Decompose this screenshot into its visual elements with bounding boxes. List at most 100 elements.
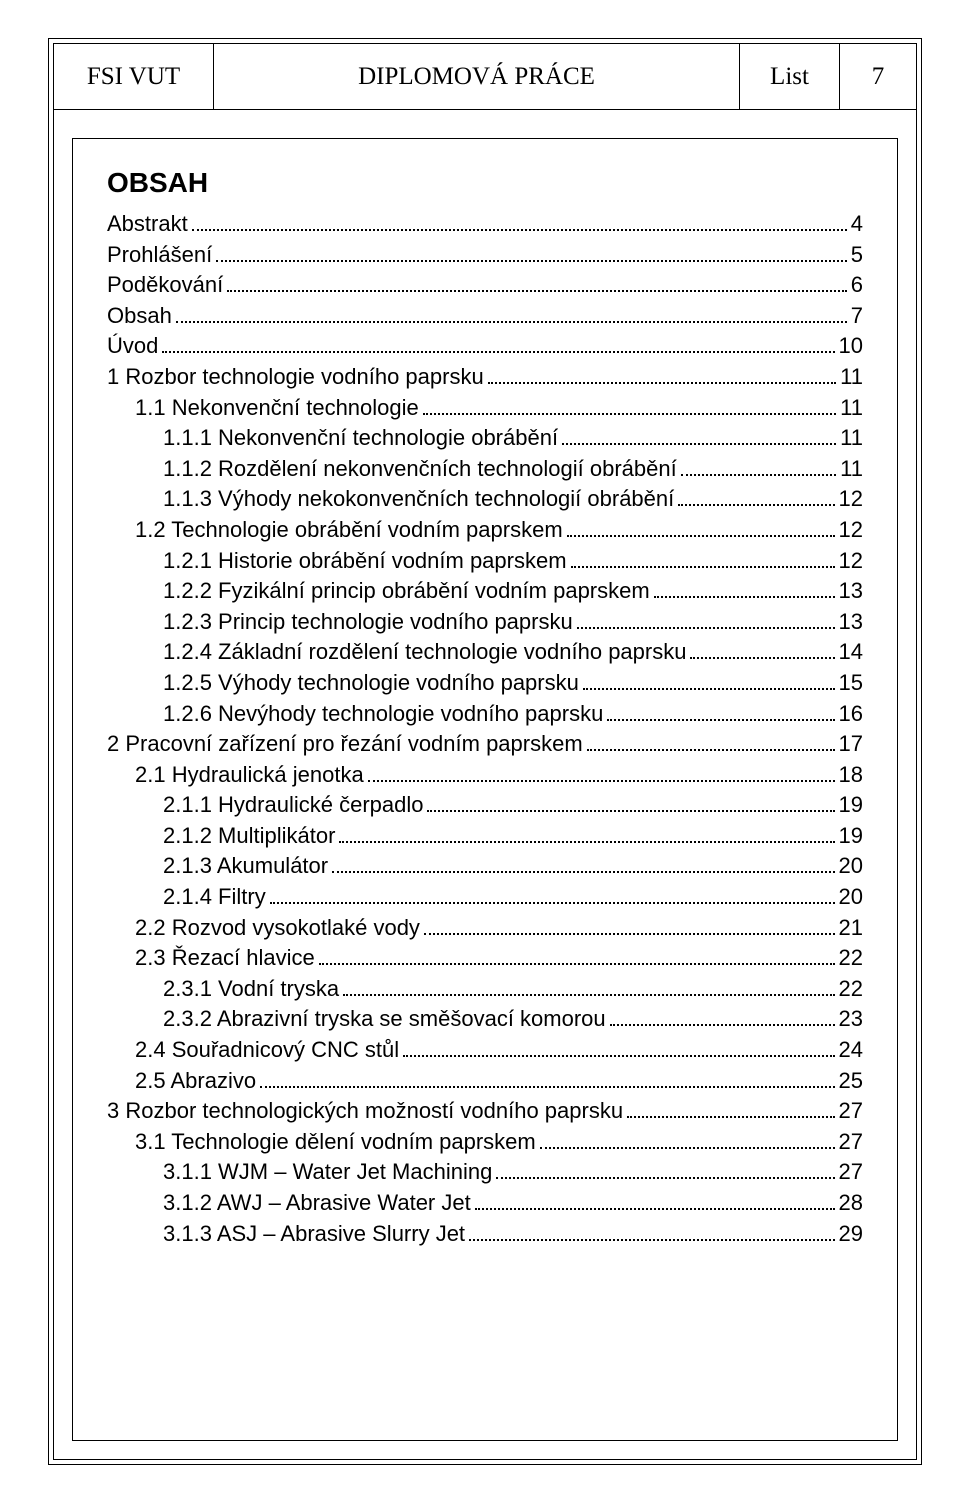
toc-entry-page: 5 <box>851 244 863 266</box>
toc-row: 1.1.2 Rozdělení nekonvenčních technologi… <box>107 458 863 480</box>
toc-row: 1.2.3 Princip technologie vodního paprsk… <box>107 611 863 633</box>
toc-entry-label: 1.1.2 Rozdělení nekonvenčních technologi… <box>163 458 677 480</box>
toc-dot-leader <box>607 719 834 721</box>
toc-entry-label: 3.1.2 AWJ – Abrasive Water Jet <box>163 1192 471 1214</box>
toc-entry-page: 10 <box>839 335 863 357</box>
toc-entry-page: 28 <box>839 1192 863 1214</box>
toc-row: 2.3.2 Abrazivní tryska se směšovací komo… <box>107 1008 863 1030</box>
toc-row: 3.1 Technologie dělení vodním paprskem 27 <box>107 1131 863 1153</box>
toc-entry-page: 19 <box>839 794 863 816</box>
toc-dot-leader <box>654 596 835 598</box>
toc-row: 1.1 Nekonvenční technologie11 <box>107 397 863 419</box>
toc-entry-page: 6 <box>851 274 863 296</box>
toc-dot-leader <box>423 413 836 415</box>
header-institution: FSI VUT <box>54 44 214 109</box>
toc-entry-label: 2.3.1 Vodní tryska <box>163 978 339 1000</box>
header-content-gap <box>54 110 916 138</box>
toc-dot-leader <box>332 871 834 873</box>
toc-entry-page: 22 <box>839 947 863 969</box>
toc-entry-page: 11 <box>840 458 863 480</box>
toc-dot-leader <box>162 351 834 353</box>
toc-entry-label: 3.1 Technologie dělení vodním paprskem <box>135 1131 536 1153</box>
toc-dot-leader <box>681 474 836 476</box>
toc-entry-page: 12 <box>839 488 863 510</box>
toc-entry-label: 2.1 Hydraulická jenotka <box>135 764 364 786</box>
toc-entry-page: 27 <box>839 1100 863 1122</box>
toc-entry-page: 13 <box>839 611 863 633</box>
toc-entry-page: 13 <box>839 580 863 602</box>
toc-row: 2.1.2 Multiplikátor19 <box>107 825 863 847</box>
toc-dot-leader <box>475 1208 835 1210</box>
toc-entry-label: 1.2.6 Nevýhody technologie vodního paprs… <box>163 703 603 725</box>
toc-row: Abstrakt4 <box>107 213 863 235</box>
toc-entry-label: 2.2 Rozvod vysokotlaké vody <box>135 917 420 939</box>
toc-row: 2.1 Hydraulická jenotka 18 <box>107 764 863 786</box>
toc-row: 3.1.1 WJM – Water Jet Machining 27 <box>107 1161 863 1183</box>
content-box: OBSAH Abstrakt4Prohlášení5Poděkování6Obs… <box>72 138 898 1441</box>
toc-row: 3 Rozbor technologických možností vodníh… <box>107 1100 863 1122</box>
toc-entry-page: 15 <box>839 672 863 694</box>
toc-entry-label: Úvod <box>107 335 158 357</box>
page: FSI VUT DIPLOMOVÁ PRÁCE List 7 OBSAH Abs… <box>0 0 960 1503</box>
toc-row: 2.3 Řezací hlavice 22 <box>107 947 863 969</box>
toc-row: 2.1.1 Hydraulické čerpadlo 19 <box>107 794 863 816</box>
toc-entry-label: 3.1.1 WJM – Water Jet Machining <box>163 1161 492 1183</box>
inner-frame: FSI VUT DIPLOMOVÁ PRÁCE List 7 OBSAH Abs… <box>53 43 917 1460</box>
toc-row: 2.2 Rozvod vysokotlaké vody21 <box>107 917 863 939</box>
toc-dot-leader <box>216 260 847 262</box>
toc-entry-label: 1.2.3 Princip technologie vodního paprsk… <box>163 611 573 633</box>
toc-entry-page: 27 <box>839 1161 863 1183</box>
toc-entry-page: 17 <box>839 733 863 755</box>
toc-entry-label: 1.2.2 Fyzikální princip obrábění vodním … <box>163 580 650 602</box>
toc-row: 2.1.3 Akumulátor20 <box>107 855 863 877</box>
toc-entry-label: 1.1.1 Nekonvenční technologie obrábění <box>163 427 558 449</box>
toc-entry-page: 11 <box>840 397 863 419</box>
toc-row: 3.1.2 AWJ – Abrasive Water Jet 28 <box>107 1192 863 1214</box>
toc-entry-page: 18 <box>839 764 863 786</box>
toc-entry-label: 1.2 Technologie obrábění vodním paprskem <box>135 519 563 541</box>
toc-entry-label: 1.2.5 Výhody technologie vodního paprsku <box>163 672 579 694</box>
toc-row: 1.2.6 Nevýhody technologie vodního paprs… <box>107 703 863 725</box>
toc-row: 1.2.1 Historie obrábění vodním paprskem1… <box>107 550 863 572</box>
toc-row: 1 Rozbor technologie vodního paprsku11 <box>107 366 863 388</box>
toc-dot-leader <box>339 841 834 843</box>
toc-entry-page: 23 <box>839 1008 863 1030</box>
toc-row: Úvod 10 <box>107 335 863 357</box>
toc-entry-label: 2 Pracovní zařízení pro řezání vodním pa… <box>107 733 583 755</box>
toc-dot-leader <box>496 1177 834 1179</box>
toc-row: 1.1.1 Nekonvenční technologie obrábění 11 <box>107 427 863 449</box>
toc-entry-page: 22 <box>839 978 863 1000</box>
toc-row: 2 Pracovní zařízení pro řezání vodním pa… <box>107 733 863 755</box>
toc-dot-leader <box>627 1116 834 1118</box>
toc-dot-leader <box>562 443 836 445</box>
toc-entry-label: 3.1.3 ASJ – Abrasive Slurry Jet <box>163 1223 465 1245</box>
toc-entry-label: 2.1.1 Hydraulické čerpadlo <box>163 794 423 816</box>
toc-dot-leader <box>577 627 835 629</box>
toc-entry-label: 2.1.3 Akumulátor <box>163 855 328 877</box>
toc-entry-label: 1.2.4 Základní rozdělení technologie vod… <box>163 641 686 663</box>
header-list-label: List <box>740 44 840 109</box>
toc-entry-label: 2.3 Řezací hlavice <box>135 947 315 969</box>
toc-row: 1.1.3 Výhody nekokonvenčních technologií… <box>107 488 863 510</box>
toc-dot-leader <box>678 504 834 506</box>
toc-entry-page: 14 <box>839 641 863 663</box>
toc-entry-label: 2.4 Souřadnicový CNC stůl <box>135 1039 399 1061</box>
toc-dot-leader <box>319 963 835 965</box>
toc-row: 2.1.4 Filtry20 <box>107 886 863 908</box>
toc-dot-leader <box>424 933 835 935</box>
toc-entry-label: 2.3.2 Abrazivní tryska se směšovací komo… <box>163 1008 606 1030</box>
toc-row: 3.1.3 ASJ – Abrasive Slurry Jet29 <box>107 1223 863 1245</box>
toc-entry-page: 4 <box>851 213 863 235</box>
toc-dot-leader <box>427 810 834 812</box>
toc-row: 1.2.5 Výhody technologie vodního paprsku… <box>107 672 863 694</box>
toc-entry-page: 27 <box>839 1131 863 1153</box>
toc-entry-page: 11 <box>840 427 863 449</box>
toc-entry-label: 2.1.2 Multiplikátor <box>163 825 335 847</box>
toc-entry-label: Prohlášení <box>107 244 212 266</box>
toc-row: 1.2.4 Základní rozdělení technologie vod… <box>107 641 863 663</box>
toc-entry-label: 3 Rozbor technologických možností vodníh… <box>107 1100 623 1122</box>
toc-entry-label: 2.1.4 Filtry <box>163 886 266 908</box>
toc-row: Poděkování6 <box>107 274 863 296</box>
toc-entry-label: 1 Rozbor technologie vodního paprsku <box>107 366 484 388</box>
toc-row: 1.2.2 Fyzikální princip obrábění vodním … <box>107 580 863 602</box>
